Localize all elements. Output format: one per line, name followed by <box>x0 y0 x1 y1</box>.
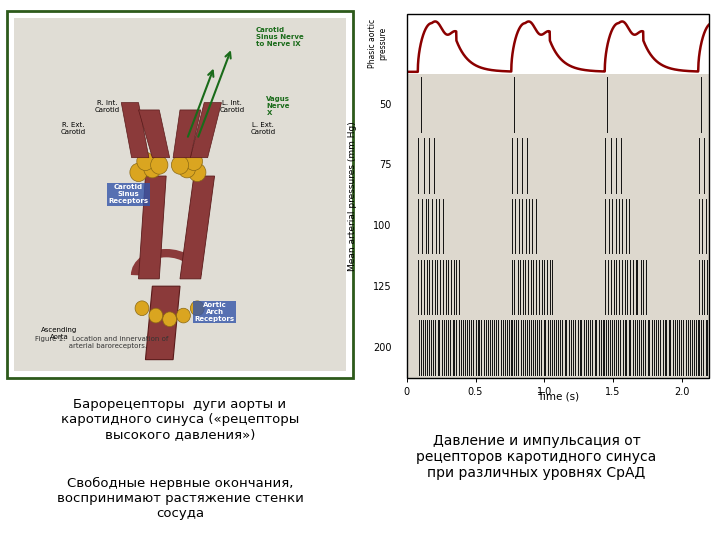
Polygon shape <box>180 176 215 279</box>
Circle shape <box>149 308 163 323</box>
Polygon shape <box>173 110 201 158</box>
Circle shape <box>190 301 204 315</box>
Circle shape <box>130 163 147 181</box>
Circle shape <box>135 301 149 315</box>
Text: 75: 75 <box>379 160 392 171</box>
Text: Time (s): Time (s) <box>537 392 579 402</box>
Text: R. Ext.
Carotid: R. Ext. Carotid <box>60 122 86 135</box>
Text: Phasic aortic
pressure: Phasic aortic pressure <box>369 19 387 69</box>
Text: Carotid
Sinus Nerve
to Nerve IX: Carotid Sinus Nerve to Nerve IX <box>256 26 304 46</box>
Text: Mean arterial pressures (mm Hg): Mean arterial pressures (mm Hg) <box>348 121 357 271</box>
Text: L. Int.
Carotid: L. Int. Carotid <box>220 100 244 113</box>
Text: Давление и импульсация от
рецепторов каротидного синуса
при различных уровнях Ср: Давление и импульсация от рецепторов кар… <box>416 434 657 480</box>
FancyBboxPatch shape <box>14 18 346 370</box>
Circle shape <box>137 152 154 171</box>
Polygon shape <box>138 176 166 279</box>
Polygon shape <box>121 103 149 158</box>
Circle shape <box>171 156 189 174</box>
Circle shape <box>176 308 190 323</box>
Text: Carotid
Sinus
Receptors: Carotid Sinus Receptors <box>108 184 148 205</box>
Text: Figure 1.   Location and innervation of
               arterial baroreceptors.: Figure 1. Location and innervation of ar… <box>35 336 168 349</box>
Text: L. Ext.
Carotid: L. Ext. Carotid <box>251 122 276 135</box>
Text: 125: 125 <box>373 282 392 292</box>
Text: 100: 100 <box>373 221 392 231</box>
Text: Свободные нервные окончания,
воспринимают растяжение стенки
сосуда: Свободные нервные окончания, воспринимаю… <box>57 477 303 520</box>
Text: Vagus
Nerve
X: Vagus Nerve X <box>266 96 290 116</box>
Circle shape <box>185 152 202 171</box>
Text: Aortic
Arch
Receptors: Aortic Arch Receptors <box>194 302 235 322</box>
Text: Ascending
Aorta: Ascending Aorta <box>41 327 77 340</box>
Circle shape <box>163 312 176 327</box>
Circle shape <box>144 159 161 178</box>
Text: Барорецепторы  дуги аорты и
каротидного синуса («рецепторы
высокого давления»): Барорецепторы дуги аорты и каротидного с… <box>61 399 299 441</box>
Polygon shape <box>138 110 170 158</box>
Polygon shape <box>190 103 222 158</box>
Circle shape <box>150 156 168 174</box>
Circle shape <box>179 159 196 178</box>
Text: R. Int.
Carotid: R. Int. Carotid <box>95 100 120 113</box>
Circle shape <box>189 163 206 181</box>
Text: 200: 200 <box>373 342 392 353</box>
Text: 50: 50 <box>379 99 392 110</box>
Polygon shape <box>145 286 180 360</box>
